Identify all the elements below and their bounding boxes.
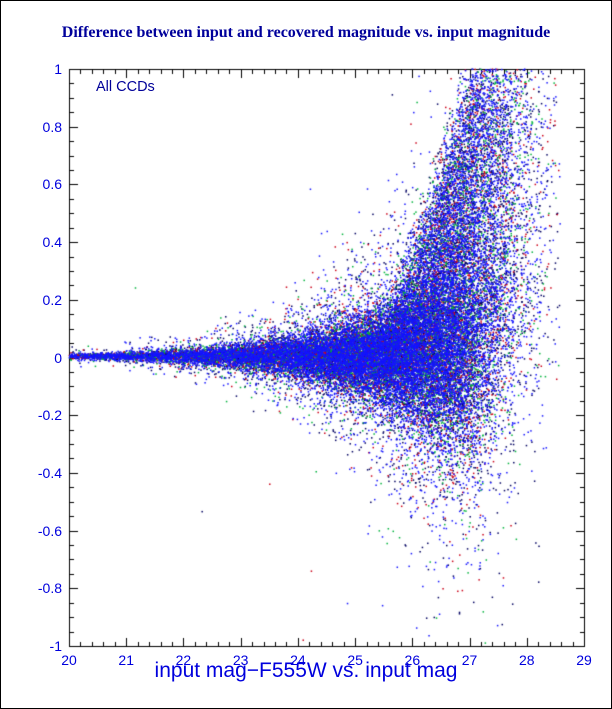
y-tick-label: -1 (49, 638, 62, 654)
x-tick-label: 23 (232, 652, 249, 668)
x-tick-label: 25 (347, 652, 363, 668)
x-tick-label: 27 (461, 652, 478, 668)
x-tick-label: 28 (518, 652, 535, 668)
y-tick-label: -0.8 (37, 580, 62, 597)
y-tick-label: 0.6 (42, 176, 62, 193)
y-tick-label: -0.4 (37, 464, 62, 481)
x-tick-label: 29 (576, 652, 592, 668)
x-tick-label: 20 (61, 652, 77, 668)
y-tick-label: 0.4 (42, 234, 62, 251)
plot-annotation: All CCDs (96, 79, 155, 95)
y-tick-label: 0.2 (42, 291, 62, 308)
x-tick-label: 21 (118, 652, 135, 668)
x-tick-label: 22 (175, 652, 192, 668)
y-tick-label: 0.8 (42, 118, 62, 135)
y-tick-label: 0 (54, 349, 62, 366)
x-tick-label: 24 (290, 652, 306, 668)
x-tick-label: 26 (404, 652, 421, 668)
chart-title: Difference between input and recovered m… (61, 24, 551, 41)
x-axis-label: input mag−F555W vs. input mag (154, 659, 458, 682)
y-tick-label: -0.2 (37, 407, 62, 424)
y-tick-label: 1 (54, 61, 62, 77)
y-tick-label: -0.6 (37, 522, 62, 539)
